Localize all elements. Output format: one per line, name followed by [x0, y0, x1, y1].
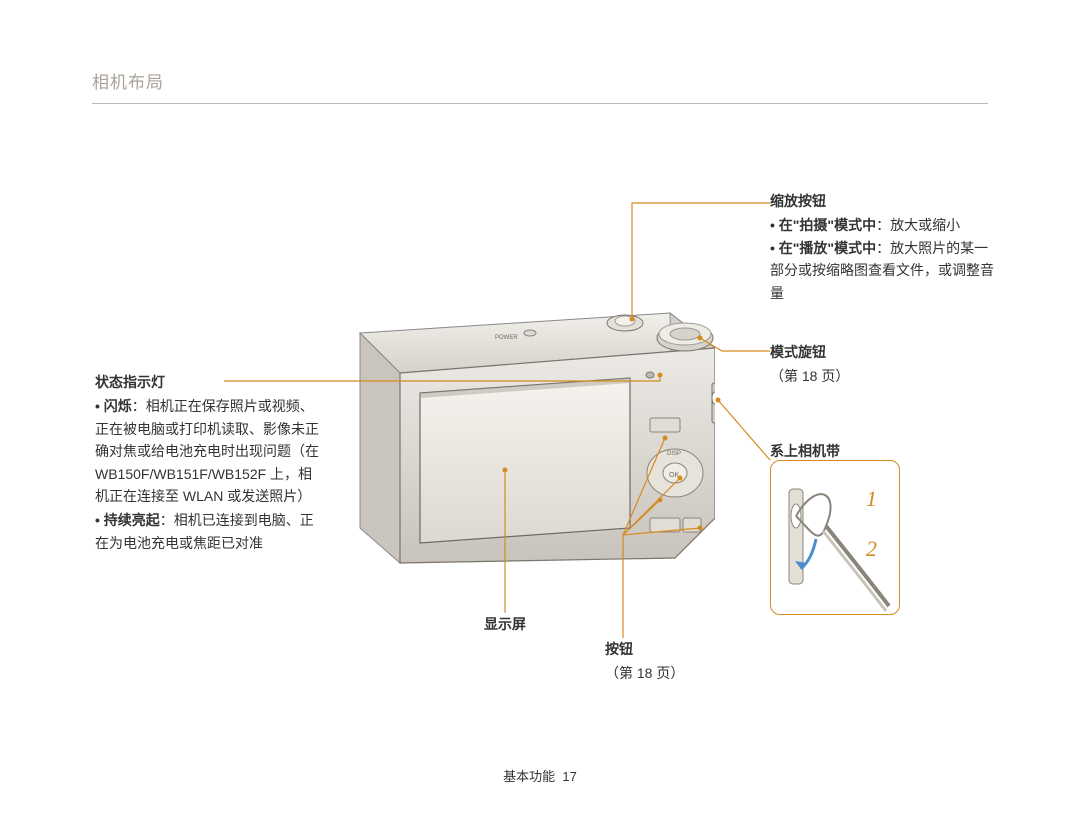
status-led-title: 状态指示灯: [95, 371, 320, 393]
page-title: 相机布局: [92, 68, 988, 93]
buttons-sub: （第 18 页）: [605, 662, 725, 684]
power-label: POWER: [495, 335, 518, 341]
page-header: 相机布局: [92, 68, 988, 104]
strap-instruction-box: 1 2: [770, 460, 900, 615]
mode-dial-sub: （第 18 页）: [770, 365, 970, 387]
callout-zoom: 缩放按钮 • 在"拍摄"模式中：放大或缩小 • 在"播放"模式中：放大照片的某一…: [770, 190, 1000, 304]
strap-step-2: 2: [866, 536, 877, 561]
zoom-title: 缩放按钮: [770, 190, 1000, 212]
strap-title: 系上相机带: [770, 440, 970, 462]
callout-mode-dial: 模式旋钮 （第 18 页）: [770, 341, 970, 388]
svg-text:OK: OK: [669, 472, 679, 479]
svg-text:DISP: DISP: [667, 451, 681, 457]
mode-dial-title: 模式旋钮: [770, 341, 970, 363]
page-footer: 基本功能 17: [0, 766, 1080, 785]
display-title: 显示屏: [484, 613, 564, 635]
footer-page: 17: [562, 769, 576, 784]
callout-status-led: 状态指示灯 • 闪烁：相机正在保存照片或视频、正在被电脑或打印机读取、影像未正确…: [95, 371, 320, 554]
camera-illustration: POWER OK DISP: [305, 283, 715, 573]
buttons-title: 按钮: [605, 638, 725, 660]
callout-buttons: 按钮 （第 18 页）: [605, 638, 725, 685]
footer-section: 基本功能: [503, 769, 555, 784]
strap-step-1: 1: [866, 486, 877, 511]
callout-strap: 系上相机带: [770, 440, 970, 464]
callout-display: 显示屏: [484, 613, 564, 637]
